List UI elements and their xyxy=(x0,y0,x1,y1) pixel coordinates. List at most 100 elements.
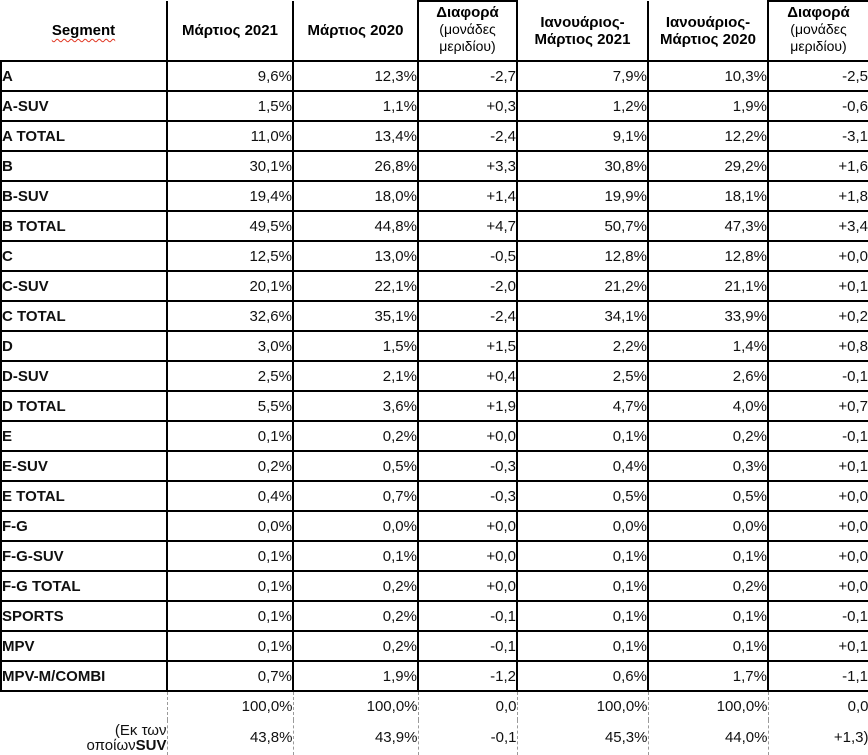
value-cell: +0,1 xyxy=(767,450,868,482)
value-cell: -0,3 xyxy=(417,450,518,482)
total-value-cell: 0,0 xyxy=(418,691,518,720)
segment-cell: F-G TOTAL xyxy=(0,570,168,602)
value-cell: 13,4% xyxy=(292,120,419,152)
table-row: F-G TOTAL 0,1% 0,2% +0,0 0,1% 0,2% +0,0 xyxy=(0,570,868,602)
value-cell: 0,4% xyxy=(516,450,649,482)
value-cell: 0,1% xyxy=(166,420,294,452)
total-value-cell: 100,0% xyxy=(648,691,769,720)
value-cell: 4,7% xyxy=(516,390,649,422)
value-cell: +0,1 xyxy=(767,630,868,662)
value-cell: 1,4% xyxy=(647,330,769,362)
segment-cell: E xyxy=(0,420,168,452)
value-cell: -0,1 xyxy=(767,360,868,392)
segment-cell: B xyxy=(0,150,168,182)
value-cell: -1,1 xyxy=(767,660,868,692)
value-cell: +0,0 xyxy=(767,480,868,512)
value-cell: +0,0 xyxy=(417,570,518,602)
total-value-cell: 100,0% xyxy=(167,691,294,720)
value-cell: 3,6% xyxy=(292,390,419,422)
value-cell: +3,4 xyxy=(767,210,868,242)
segment-cell: B-SUV xyxy=(0,180,168,212)
value-cell: 2,6% xyxy=(647,360,769,392)
value-cell: 12,8% xyxy=(516,240,649,272)
value-cell: 21,2% xyxy=(516,270,649,302)
value-cell: 1,1% xyxy=(292,90,419,122)
value-cell: 0,2% xyxy=(647,420,769,452)
total-row: 100,0% 100,0% 0,0 100,0% 100,0% 0,0 xyxy=(1,691,868,720)
segment-header-label: Segment xyxy=(51,22,116,39)
value-cell: -0,1 xyxy=(417,630,518,662)
value-cell: -0,6 xyxy=(767,90,868,122)
table-row: B TOTAL 49,5% 44,8% +4,7 50,7% 47,3% +3,… xyxy=(0,210,868,242)
value-cell: 12,2% xyxy=(647,120,769,152)
value-cell: 29,2% xyxy=(647,150,769,182)
value-cell: 47,3% xyxy=(647,210,769,242)
value-cell: +0,0 xyxy=(767,570,868,602)
value-cell: 0,2% xyxy=(292,420,419,452)
value-cell: 0,1% xyxy=(647,630,769,662)
value-cell: -2,0 xyxy=(417,270,518,302)
value-cell: -0,1 xyxy=(767,420,868,452)
value-cell: 12,5% xyxy=(166,240,294,272)
value-cell: 22,1% xyxy=(292,270,419,302)
value-cell: +1,6 xyxy=(767,150,868,182)
segment-cell: A TOTAL xyxy=(0,120,168,152)
value-cell: -0,5 xyxy=(417,240,518,272)
table-row: C TOTAL 32,6% 35,1% -2,4 34,1% 33,9% +0,… xyxy=(0,300,868,332)
segment-cell: C-SUV xyxy=(0,270,168,302)
segment-cell: F-G-SUV xyxy=(0,540,168,572)
value-cell: 0,7% xyxy=(166,660,294,692)
segment-cell: C TOTAL xyxy=(0,300,168,332)
value-cell: -2,5 xyxy=(767,60,868,92)
column-header-diff-month: Διαφορά (μονάδες μεριδίου) xyxy=(417,0,518,62)
value-cell: +0,1 xyxy=(767,270,868,302)
value-cell: 20,1% xyxy=(166,270,294,302)
segment-rows: A 9,6% 12,3% -2,7 7,9% 10,3% -2,5 A-SUV … xyxy=(0,60,868,692)
value-cell: 18,1% xyxy=(647,180,769,212)
value-cell: 0,0% xyxy=(516,510,649,542)
value-cell: -0,1 xyxy=(417,600,518,632)
totals-section: 100,0% 100,0% 0,0 100,0% 100,0% 0,0 (Εκ … xyxy=(1,691,868,755)
value-cell: 30,1% xyxy=(166,150,294,182)
table-row: E-SUV 0,2% 0,5% -0,3 0,4% 0,3% +0,1 xyxy=(0,450,868,482)
table-header: Segment Μάρτιος 2021 Μάρτιος 2020 Διαφορ… xyxy=(1,0,868,62)
value-cell: -2,4 xyxy=(417,300,518,332)
value-cell: 9,1% xyxy=(516,120,649,152)
value-cell: 1,9% xyxy=(647,90,769,122)
value-cell: 12,8% xyxy=(647,240,769,272)
total-label-cell xyxy=(1,691,168,720)
value-cell: 1,2% xyxy=(516,90,649,122)
segment-cell: SPORTS xyxy=(0,600,168,632)
value-cell: +0,4 xyxy=(417,360,518,392)
value-cell: -0,1 xyxy=(767,600,868,632)
column-header-segment: Segment xyxy=(1,1,168,62)
value-cell: 0,1% xyxy=(166,600,294,632)
segment-cell: F-G xyxy=(0,510,168,542)
value-cell: 30,8% xyxy=(516,150,649,182)
value-cell: +4,7 xyxy=(417,210,518,242)
column-header-march-2021: Μάρτιος 2021 xyxy=(166,1,294,62)
value-cell: 0,4% xyxy=(166,480,294,512)
value-cell: 4,0% xyxy=(647,390,769,422)
value-cell: 0,2% xyxy=(292,600,419,632)
value-cell: 0,2% xyxy=(292,570,419,602)
value-cell: 0,1% xyxy=(166,570,294,602)
value-cell: +0,0 xyxy=(417,420,518,452)
value-cell: 0,0% xyxy=(166,510,294,542)
segment-cell: C xyxy=(0,240,168,272)
value-cell: 33,9% xyxy=(647,300,769,332)
column-header-jan-march-2020: Ιανουάριος-Μάρτιος 2020 xyxy=(647,1,769,62)
segment-cell: MPV-M/COMBI xyxy=(0,660,168,692)
value-cell: 0,1% xyxy=(166,630,294,662)
table-row: A 9,6% 12,3% -2,7 7,9% 10,3% -2,5 xyxy=(0,60,868,92)
value-cell: 10,3% xyxy=(647,60,769,92)
segment-cell: MPV xyxy=(0,630,168,662)
value-cell: 0,1% xyxy=(516,540,649,572)
segment-cell: E TOTAL xyxy=(0,480,168,512)
value-cell: +1,8 xyxy=(767,180,868,212)
value-cell: 0,1% xyxy=(516,630,649,662)
value-cell: 0,3% xyxy=(647,450,769,482)
total-value-cell: 100,0% xyxy=(517,691,649,720)
value-cell: +0,0 xyxy=(417,540,518,572)
value-cell: 0,2% xyxy=(166,450,294,482)
